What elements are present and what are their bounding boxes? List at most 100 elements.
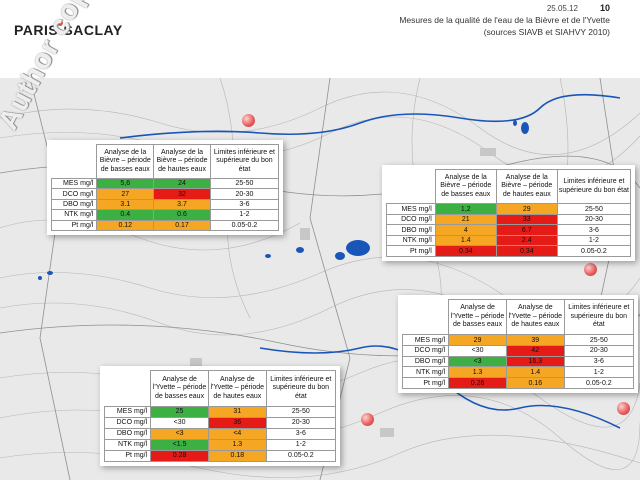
table-row: NTK mg/l 0.4 0.6 1-2 <box>50 209 280 221</box>
low-water-value: <1.5 <box>150 438 209 451</box>
low-water-value: 0.34 <box>434 245 497 257</box>
page-number: 10 <box>599 3 610 13</box>
limit-value: 0.05-0.2 <box>209 219 280 232</box>
limit-value: 25-50 <box>209 178 280 190</box>
row-label: DCO mg/l <box>401 344 450 357</box>
table-row: NTK mg/l 1.4 2.4 1-2 <box>386 234 632 247</box>
column-header: Analyse de l'Yvette – période de basses … <box>448 298 507 336</box>
table-bievre-1: Analyse de la Bièvre – période de basses… <box>47 140 283 235</box>
limit-value: 3-6 <box>209 198 280 211</box>
quality-table: Analyse de la Bièvre – période de basses… <box>50 143 280 232</box>
limit-value: 0.05-0.2 <box>563 377 635 389</box>
quality-table: Analyse de l'Yvette – période de basses … <box>401 298 635 389</box>
low-water-value: 27 <box>96 188 155 200</box>
row-label: Pt mg/l <box>103 449 152 463</box>
low-water-value: 4 <box>434 224 497 236</box>
high-water-value: 1.3 <box>207 438 267 451</box>
row-label: DBO mg/l <box>103 427 152 440</box>
limit-value: 3-6 <box>265 427 337 440</box>
limit-value: 3-6 <box>563 355 635 368</box>
limit-value: 0.05-0.2 <box>265 449 337 463</box>
low-water-value: 0.28 <box>150 449 209 463</box>
sampling-point <box>617 402 630 415</box>
table-yvette-1: Analyse de l'Yvette – période de basses … <box>398 295 638 393</box>
high-water-value: 0.34 <box>495 245 558 257</box>
table-row: MES mg/l 25 31 25-50 <box>103 405 337 418</box>
high-water-value: 39 <box>505 334 565 346</box>
row-label: NTK mg/l <box>401 366 450 379</box>
low-water-value: 25 <box>150 405 209 418</box>
low-water-value: <3 <box>448 355 507 368</box>
low-water-value: 3.1 <box>96 198 155 211</box>
sampling-point <box>242 114 255 127</box>
header-blank <box>403 300 449 335</box>
low-water-value: 1.4 <box>434 234 497 247</box>
high-water-value: 36 <box>207 416 267 429</box>
table-row: MES mg/l 5,6 24 25-50 <box>50 178 280 190</box>
row-label: MES mg/l <box>386 203 436 215</box>
page-title: Mesures de la qualité de l'eau de la Biè… <box>399 15 610 25</box>
limit-value: 3-6 <box>556 224 632 236</box>
column-header: Analyse de la Bièvre – période de hautes… <box>495 168 558 205</box>
high-water-value: 2.4 <box>495 234 558 247</box>
high-water-value: 3.7 <box>153 198 211 211</box>
page-subtitle: (sources SIAVB et SIAHVY 2010) <box>483 27 610 37</box>
high-water-value: 24 <box>153 178 211 190</box>
logo: PARIS-SACLAY <box>14 22 123 38</box>
table-row: Pt mg/l 0.28 0.18 0.05-0.2 <box>103 449 337 463</box>
limit-value: 20-30 <box>265 416 337 429</box>
low-water-value: 0.12 <box>96 219 155 232</box>
high-water-value: 1.4 <box>505 366 565 379</box>
row-label: NTK mg/l <box>103 438 152 451</box>
column-header: Analyse de l'Yvette – période de basses … <box>150 370 209 407</box>
column-header: Limites inférieure et supérieure du bon … <box>563 298 635 336</box>
row-label: NTK mg/l <box>386 234 436 247</box>
row-label: MES mg/l <box>50 178 98 190</box>
date-text: 25.05.12 <box>546 4 578 13</box>
high-water-value: 16,3 <box>505 355 565 368</box>
row-label: DCO mg/l <box>50 188 98 200</box>
high-water-value: 6.7 <box>495 224 558 236</box>
low-water-value: 1.3 <box>448 366 507 379</box>
low-water-value: 5,6 <box>96 178 155 190</box>
table-row: Pt mg/l 0.26 0.16 0.05-0.2 <box>401 377 635 389</box>
header: PARIS-SACLAY 25.05.12 10 Mesures de la q… <box>0 0 640 78</box>
table-row: DBO mg/l 4 6.7 3-6 <box>386 224 632 236</box>
table-row: Pt mg/l 0.34 0.34 0.05-0.2 <box>386 245 632 257</box>
table-row: NTK mg/l 1.3 1.4 1-2 <box>401 366 635 379</box>
quality-table: Analyse de l'Yvette – période de basses … <box>103 370 337 463</box>
row-label: DCO mg/l <box>103 416 152 429</box>
high-water-value: 0.6 <box>153 209 211 221</box>
table-yvette-2: Analyse de l'Yvette – période de basses … <box>100 366 340 466</box>
row-label: Pt mg/l <box>386 245 436 257</box>
high-water-value: <4 <box>207 427 267 440</box>
limit-value: 1-2 <box>265 438 337 451</box>
low-water-value: 0.4 <box>96 209 155 221</box>
table-row: DBO mg/l <3 <4 3-6 <box>103 427 337 440</box>
table-row: DBO mg/l 3.1 3.7 3-6 <box>50 198 280 211</box>
table-row: MES mg/l 29 39 25-50 <box>401 334 635 346</box>
limit-value: 25-50 <box>556 203 632 215</box>
row-label: MES mg/l <box>401 334 450 346</box>
row-label: DCO mg/l <box>386 213 436 226</box>
limit-value: 1-2 <box>209 209 280 221</box>
limit-value: 1-2 <box>556 234 632 247</box>
sampling-point <box>584 263 597 276</box>
limit-value: 20-30 <box>209 188 280 200</box>
column-header: Limites inférieure et supérieure du bon … <box>209 143 280 180</box>
column-header: Limites inférieure et supérieure du bon … <box>556 168 632 205</box>
high-water-value: 42 <box>505 344 565 357</box>
limit-value: 0.05-0.2 <box>556 245 632 257</box>
header-blank <box>52 145 97 179</box>
high-water-value: 29 <box>495 203 558 215</box>
limit-value: 20-30 <box>563 344 635 357</box>
row-label: Pt mg/l <box>50 219 98 232</box>
high-water-value: 33 <box>495 213 558 226</box>
low-water-value: 0.26 <box>448 377 507 389</box>
row-label: DBO mg/l <box>50 198 98 211</box>
low-water-value: <3 <box>150 427 209 440</box>
column-header: Analyse de l'Yvette – période de hautes … <box>505 298 565 336</box>
header-blank <box>387 170 436 204</box>
quality-table: Analyse de la Bièvre – période de basses… <box>386 168 632 257</box>
column-header: Limites inférieure et supérieure du bon … <box>265 370 337 407</box>
